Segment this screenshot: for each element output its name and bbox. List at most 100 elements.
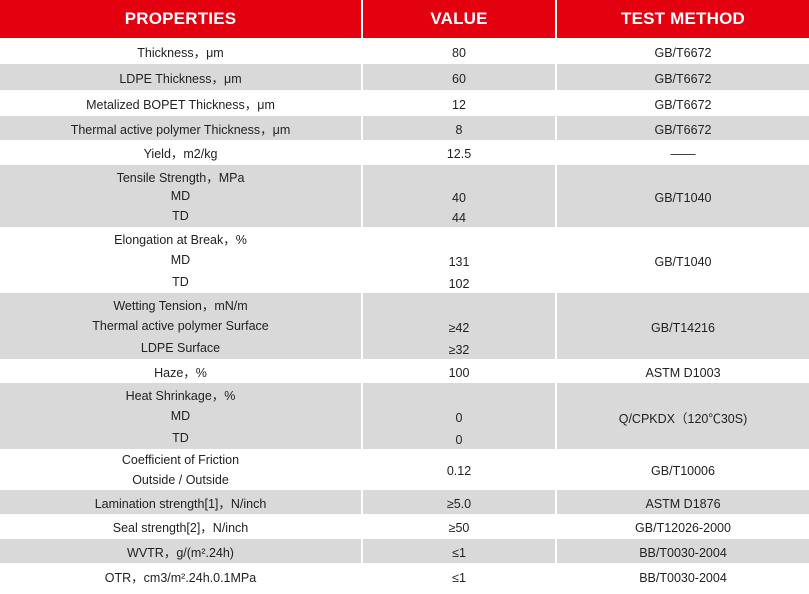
value-text bbox=[363, 383, 555, 405]
table-row: Heat Shrinkage，% MD TD 0 0 Q/CPKDX（120℃30S) bbox=[0, 383, 809, 449]
property-cell: Heat Shrinkage，% MD TD bbox=[0, 383, 361, 449]
property-cell: Metalized BOPET Thickness，μm bbox=[0, 90, 361, 116]
value-text bbox=[363, 293, 555, 315]
value-text: 44 bbox=[452, 210, 466, 225]
header-properties: PROPERTIES bbox=[0, 0, 361, 38]
value-text: ≥5.0 bbox=[446, 496, 472, 511]
property-label: Haze，% bbox=[154, 365, 207, 380]
table-row: Yield，m2/kg 12.5 —— bbox=[0, 140, 809, 165]
property-label: Heat Shrinkage，% bbox=[125, 388, 236, 403]
property-cell: Seal strength[2]，N/inch bbox=[0, 514, 361, 539]
property-label: Thickness，μm bbox=[137, 45, 224, 60]
test-method-cell: —— bbox=[555, 140, 809, 165]
property-label: TD bbox=[172, 209, 189, 223]
table-row: Metalized BOPET Thickness，μm 12 GB/T6672 bbox=[0, 90, 809, 116]
table-row: Seal strength[2]，N/inch ≥50 GB/T12026-2000 bbox=[0, 514, 809, 539]
table-row: OTR，cm3/m².24h.0.1MPa ≤1 BB/T0030-2004 bbox=[0, 563, 809, 589]
table-row: Tensile Strength，MPa MD TD 40 44 GB/T1040 bbox=[0, 165, 809, 227]
value-text: 40 bbox=[452, 190, 466, 205]
value-text: 8 bbox=[455, 122, 463, 137]
test-method-cell: GB/T1040 bbox=[555, 227, 809, 293]
property-label: TD bbox=[172, 275, 189, 289]
property-cell: Thermal active polymer Thickness，μm bbox=[0, 116, 361, 140]
table-body: Thickness，μm 80 GB/T6672 LDPE Thickness，μm 6… bbox=[0, 38, 809, 589]
property-cell: LDPE Thickness，μm bbox=[0, 64, 361, 90]
table-row: WVTR，g/(m².24h) ≤1 BB/T0030-2004 bbox=[0, 539, 809, 563]
test-method-cell: BB/T0030-2004 bbox=[555, 563, 809, 589]
value-cell: 80 bbox=[361, 38, 555, 64]
property-label: Thermal active polymer Surface bbox=[92, 319, 269, 333]
property-label: Wetting Tension，mN/m bbox=[113, 298, 248, 313]
value-cell: 12 bbox=[361, 90, 555, 116]
value-text: ≤1 bbox=[452, 545, 466, 560]
table-row: Coefficient of Friction Outside / Outside… bbox=[0, 449, 809, 490]
value-cell: 60 bbox=[361, 64, 555, 90]
property-cell: Elongation at Break，% MD TD bbox=[0, 227, 361, 293]
test-method-cell: GB/T6672 bbox=[555, 38, 809, 64]
value-cell: 100 bbox=[361, 359, 555, 383]
table-row: Lamination strength[1]，N/inch ≥5.0 ASTM D1… bbox=[0, 490, 809, 514]
value-text: ≥42 bbox=[448, 320, 470, 335]
property-cell: Wetting Tension，mN/m Thermal active polym… bbox=[0, 293, 361, 359]
test-method-cell: ASTM D1003 bbox=[555, 359, 809, 383]
value-cell: ≥5.0 bbox=[361, 490, 555, 514]
property-cell: Yield，m2/kg bbox=[0, 140, 361, 165]
property-label: MD bbox=[170, 189, 191, 203]
value-text: 0 bbox=[455, 410, 463, 425]
test-method-cell: GB/T6672 bbox=[555, 116, 809, 140]
property-label: TD bbox=[172, 431, 189, 445]
value-text: ≥50 bbox=[448, 521, 470, 535]
value-text: 0 bbox=[455, 432, 463, 447]
header-test-method: TEST METHOD bbox=[555, 0, 809, 38]
test-method-cell: GB/T1040 bbox=[555, 165, 809, 227]
table-row: Thickness，μm 80 GB/T6672 bbox=[0, 38, 809, 64]
test-method-cell: GB/T6672 bbox=[555, 90, 809, 116]
value-text: 102 bbox=[448, 276, 470, 291]
value-text bbox=[363, 227, 555, 249]
table-row: Wetting Tension，mN/m Thermal active polym… bbox=[0, 293, 809, 359]
value-cell: 0.12 bbox=[361, 449, 555, 490]
test-method-cell: Q/CPKDX（120℃30S) bbox=[555, 383, 809, 449]
table-row: Haze，% 100 ASTM D1003 bbox=[0, 359, 809, 383]
property-label: Seal strength[2]，N/inch bbox=[112, 521, 249, 535]
header-value: VALUE bbox=[361, 0, 555, 38]
property-label: Tensile Strength，MPa bbox=[116, 170, 245, 185]
property-cell: WVTR，g/(m².24h) bbox=[0, 539, 361, 563]
table-row: Elongation at Break，% MD TD 131 102 GB/T1040 bbox=[0, 227, 809, 293]
property-label: Outside / Outside bbox=[132, 472, 229, 487]
property-label: LDPE Surface bbox=[140, 341, 221, 355]
value-text: 0.12 bbox=[446, 464, 472, 478]
value-cell: ≥42 ≥32 bbox=[361, 293, 555, 359]
property-label: Lamination strength[1]，N/inch bbox=[94, 496, 267, 511]
value-text: 131 bbox=[448, 254, 470, 269]
table-row: Thermal active polymer Thickness，μm 8 GB/T… bbox=[0, 116, 809, 140]
value-text: 80 bbox=[452, 45, 466, 60]
value-text: 12.5 bbox=[446, 147, 472, 161]
value-text bbox=[363, 166, 555, 186]
property-cell: Lamination strength[1]，N/inch bbox=[0, 490, 361, 514]
value-text: ≤1 bbox=[452, 570, 466, 585]
property-label: MD bbox=[170, 253, 191, 267]
property-label: Yield，m2/kg bbox=[143, 147, 218, 161]
test-method-cell: ASTM D1876 bbox=[555, 490, 809, 514]
property-cell: Coefficient of Friction Outside / Outside bbox=[0, 449, 361, 490]
property-label: Metalized BOPET Thickness，μm bbox=[86, 97, 275, 112]
test-method-cell: GB/T14216 bbox=[555, 293, 809, 359]
property-cell: Thickness，μm bbox=[0, 38, 361, 64]
property-label: OTR，cm3/m².24h.0.1MPa bbox=[104, 570, 257, 585]
property-label: MD bbox=[170, 409, 191, 423]
value-text: 12 bbox=[452, 97, 466, 112]
value-text: ≥32 bbox=[448, 342, 470, 357]
value-cell: 40 44 bbox=[361, 165, 555, 227]
value-cell: ≤1 bbox=[361, 563, 555, 589]
value-cell: ≥50 bbox=[361, 514, 555, 539]
test-method-cell: GB/T10006 bbox=[555, 449, 809, 490]
value-cell: ≤1 bbox=[361, 539, 555, 563]
header-row: PROPERTIES VALUE TEST METHOD bbox=[0, 0, 809, 38]
table-row: LDPE Thickness，μm 60 GB/T6672 bbox=[0, 64, 809, 90]
property-cell: OTR，cm3/m².24h.0.1MPa bbox=[0, 563, 361, 589]
property-label: Thermal active polymer Thickness，μm bbox=[70, 122, 291, 137]
